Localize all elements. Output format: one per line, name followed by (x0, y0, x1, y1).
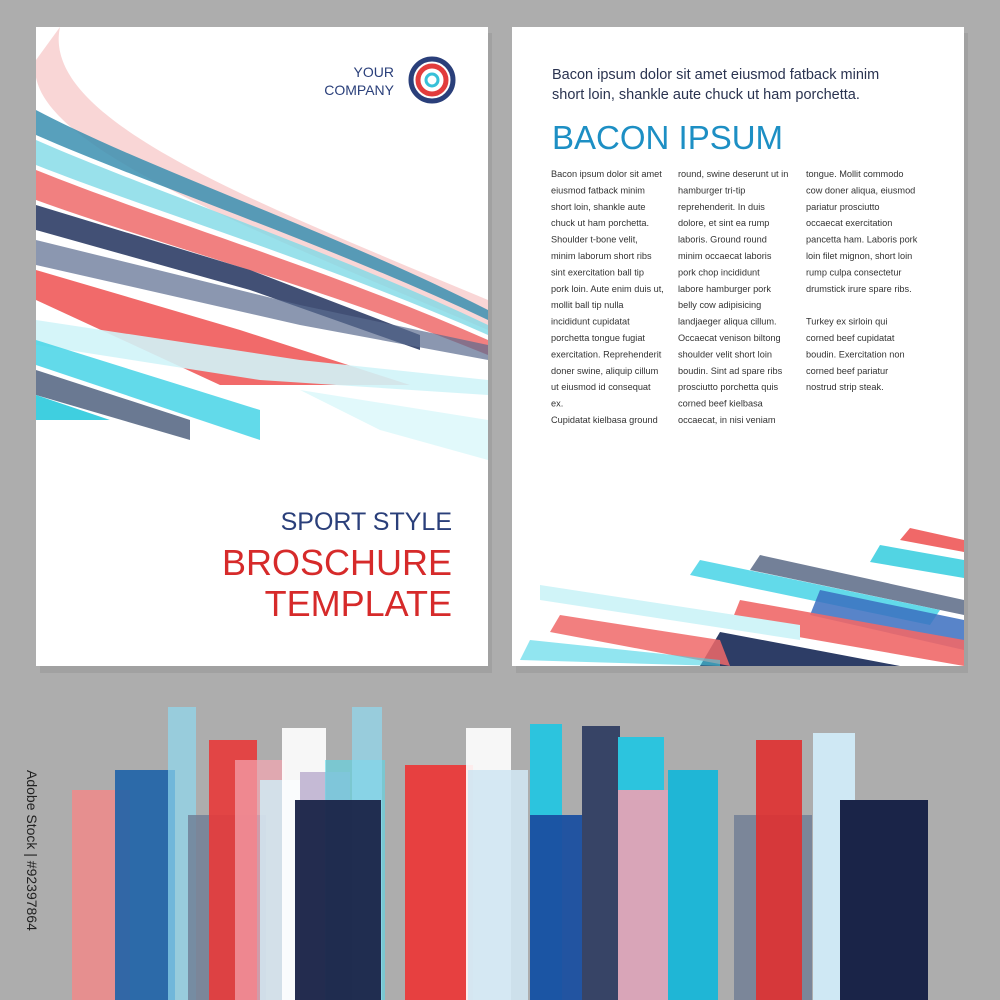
body-line: corned beef pariatur (806, 366, 888, 376)
body-line: hamburger tri-tip (678, 185, 745, 195)
body-line: pork loin. Aute enim duis ut, (551, 284, 664, 294)
body-line: landjaeger aliqua cillum. (678, 317, 777, 327)
intro-line: Bacon ipsum dolor sit amet eiusmod fatba… (552, 67, 879, 83)
body-line: nostrud strip steak. (806, 382, 884, 392)
bar (668, 770, 718, 1000)
stripe (700, 632, 900, 666)
body-line: reprehenderit. In duis (678, 202, 765, 212)
stripe (750, 555, 964, 615)
bar (115, 770, 175, 1000)
body-line: exercitation. Reprehenderit (551, 349, 662, 359)
logo-text: YOUR (354, 64, 394, 80)
body-line: chuck ut ham porchetta. (551, 218, 649, 228)
body-line: minim occaecat laboris (678, 251, 772, 261)
bar (756, 740, 802, 1000)
bar (618, 790, 670, 1000)
body-line: cow doner aliqua, eiusmod (806, 185, 915, 195)
body-line: mollit ball tip nulla (551, 300, 624, 310)
body-line: pariatur prosciutto (806, 202, 880, 212)
bar (468, 770, 528, 1000)
body-line: eiusmod fatback minim (551, 185, 645, 195)
cover-title: TEMPLATE (265, 583, 452, 624)
body-line: occaecat exercitation (806, 218, 892, 228)
bar (840, 800, 928, 1000)
body-line: ut eiusmod id consequat (551, 382, 651, 392)
stripe (730, 600, 964, 666)
stripe (36, 340, 260, 440)
inner-stripes (520, 528, 964, 666)
stripe (300, 390, 488, 460)
body-line: Cupidatat kielbasa ground (551, 415, 658, 425)
body-line: shoulder velit short loin (678, 349, 772, 359)
body-line: boudin. Sint ad spare ribs (678, 366, 783, 376)
stripe (36, 320, 488, 395)
stripe (36, 270, 410, 385)
stripe (520, 640, 720, 666)
bar (295, 800, 381, 1000)
body-line: belly cow adipisicing (678, 300, 761, 310)
logo-text: COMPANY (324, 82, 394, 98)
body-line: Shoulder t-bone velit, (551, 235, 638, 245)
body-line: round, swine deserunt ut in (678, 169, 788, 179)
stripe (870, 545, 964, 578)
body-line: labore hamburger pork (678, 284, 771, 294)
body-line: laboris. Ground round (678, 235, 767, 245)
body-line: pancetta ham. Laboris pork (806, 235, 918, 245)
body-line: drumstick irure spare ribs. (806, 284, 912, 294)
inner-heading: BACON IPSUM (552, 119, 783, 156)
body-line: tongue. Mollit commodo (806, 169, 904, 179)
body-line: ex. (551, 399, 563, 409)
logo-ring (424, 72, 440, 88)
body-line: sint exercitation ball tip (551, 267, 644, 277)
stripe (36, 370, 190, 440)
body-line: Bacon ipsum dolor sit amet (551, 169, 662, 179)
body-line: boudin. Exercitation non (806, 349, 905, 359)
stripe (36, 395, 110, 420)
cover-stripes (36, 27, 488, 460)
intro-line: short loin, shankle aute chuck ut ham po… (552, 87, 860, 103)
stripe (36, 170, 488, 355)
body-line: doner swine, aliquip cillum (551, 366, 659, 376)
bar-graphic (72, 707, 928, 1000)
body-line: short loin, shankle aute (551, 202, 646, 212)
body-line: corned beef cupidatat (806, 333, 895, 343)
body-line: porchetta tongue fugiat (551, 333, 645, 343)
logo-ring (408, 56, 456, 104)
logo-mark (408, 56, 456, 104)
body-line: corned beef kielbasa (678, 399, 764, 409)
body-line: Turkey ex sirloin qui (806, 317, 887, 327)
bar (582, 726, 620, 1000)
stripe (540, 585, 800, 640)
cover-title: BROSCHURE (222, 542, 452, 583)
body-line: rump culpa consectetur (806, 267, 902, 277)
body-line: incididunt cupidatat (551, 317, 630, 327)
swoosh (36, 27, 488, 330)
body-line: minim laborum short ribs (551, 251, 652, 261)
stock-id: Adobe Stock | #92397864 (24, 770, 40, 931)
body-line: dolore, et sint ea rump (678, 218, 769, 228)
body-line: Occaecat venison biltong (678, 333, 781, 343)
body-line: pork chop incididunt (678, 267, 760, 277)
body-line: prosciutto porchetta quis (678, 382, 779, 392)
body-line: occaecat, in nisi veniam (678, 415, 776, 425)
stripe (36, 140, 488, 335)
body-line: loin filet mignon, short loin (806, 251, 912, 261)
logo-ring (415, 63, 449, 97)
stripe (900, 528, 964, 552)
stripe (550, 615, 730, 666)
stripe (36, 240, 488, 360)
cover-kicker: SPORT STYLE (281, 508, 452, 536)
bar (405, 765, 473, 1000)
stripe (36, 110, 488, 320)
